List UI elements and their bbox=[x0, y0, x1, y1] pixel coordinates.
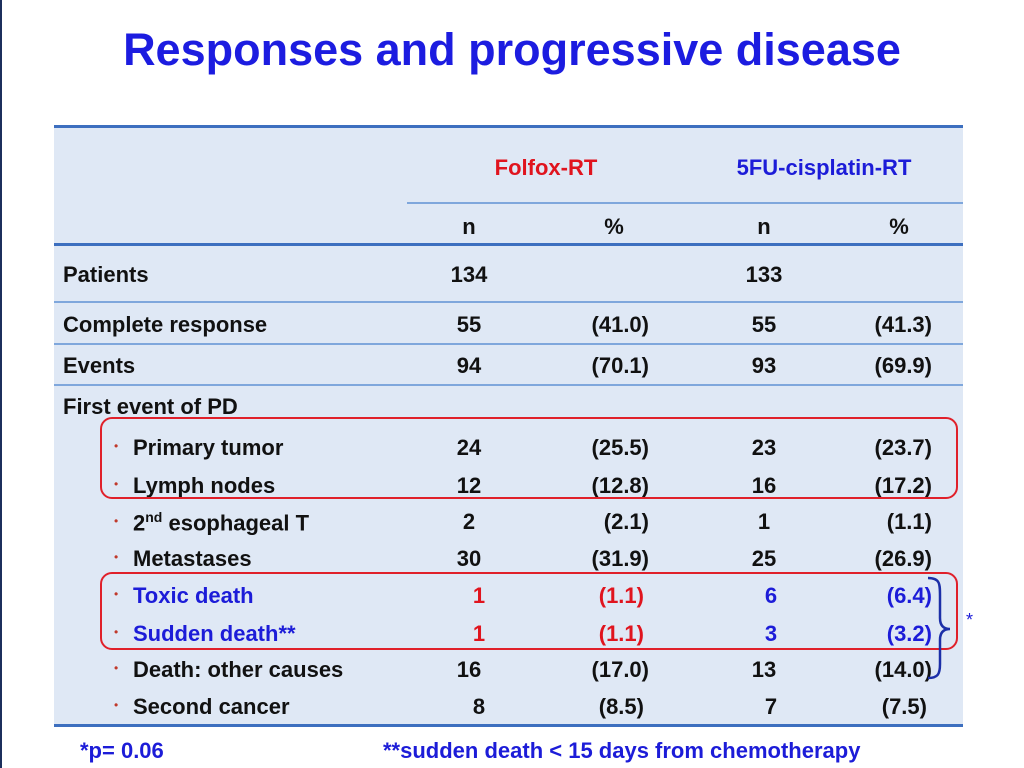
row-label-patients: Patients bbox=[63, 262, 149, 287]
cell-pct: (31.9) bbox=[591, 546, 649, 571]
footnote-sudden-death: **sudden death < 15 days from chemothera… bbox=[383, 738, 861, 763]
cell-n: 134 bbox=[450, 262, 488, 287]
cell-pct: (1.1) bbox=[598, 583, 644, 608]
cell-n: 1 bbox=[472, 583, 486, 608]
bullet-icon: • bbox=[114, 550, 119, 564]
cell-pct: (70.1) bbox=[591, 353, 649, 378]
cell-n: 55 bbox=[456, 312, 482, 337]
cell-n: 1 bbox=[472, 621, 486, 646]
row-label-toxic-death: Toxic death bbox=[133, 583, 254, 608]
highlight-box-local-progression bbox=[100, 417, 958, 499]
row-label-second-esophageal-t: 2nd esophageal T bbox=[133, 509, 310, 536]
cell-n: 16 bbox=[456, 657, 482, 682]
group-header-5fu: 5FU-cisplatin-RT bbox=[736, 155, 912, 180]
slide-left-border bbox=[0, 0, 2, 768]
header-divider bbox=[407, 202, 963, 204]
cell-n: 12 bbox=[456, 473, 482, 498]
cell-n: 7 bbox=[764, 694, 778, 719]
slide-title: Responses and progressive disease bbox=[123, 24, 901, 75]
cell-pct: (17.2) bbox=[874, 473, 932, 498]
row-label-complete-response: Complete response bbox=[63, 312, 268, 337]
cell-pct: (3.2) bbox=[886, 621, 932, 646]
subheader-pct-folfox: % bbox=[604, 214, 624, 239]
cell-pct: (2.1) bbox=[603, 509, 649, 534]
cell-n: 55 bbox=[751, 312, 777, 337]
row-divider bbox=[54, 343, 963, 345]
results-table: Folfox-RT 5FU-cisplatin-RT n % n % Patie… bbox=[54, 125, 963, 727]
group-header-folfox: Folfox-RT bbox=[494, 155, 598, 180]
row-label-death-other-causes: Death: other causes bbox=[133, 657, 344, 682]
bullet-icon: • bbox=[114, 477, 119, 491]
highlight-box-deaths bbox=[100, 572, 958, 650]
bullet-icon: • bbox=[114, 661, 119, 675]
subheader-n-5fu: n bbox=[757, 214, 771, 239]
cell-pct: (23.7) bbox=[874, 435, 932, 460]
cell-n: 24 bbox=[456, 435, 482, 460]
footnote-p-value: *p= 0.06 bbox=[80, 738, 164, 763]
cell-n: 2 bbox=[462, 509, 476, 534]
cell-pct: (69.9) bbox=[874, 353, 932, 378]
bullet-icon: • bbox=[114, 698, 119, 712]
cell-pct: (6.4) bbox=[886, 583, 932, 608]
cell-pct: (26.9) bbox=[874, 546, 932, 571]
cell-n: 25 bbox=[751, 546, 777, 571]
bullet-icon: • bbox=[114, 625, 119, 639]
cell-pct: (17.0) bbox=[591, 657, 649, 682]
row-label-events: Events bbox=[63, 353, 136, 378]
subheader-n-folfox: n bbox=[462, 214, 476, 239]
cell-pct: (8.5) bbox=[598, 694, 644, 719]
cell-n: 16 bbox=[751, 473, 777, 498]
cell-n: 94 bbox=[456, 353, 482, 378]
row-label-lymph-nodes: Lymph nodes bbox=[133, 473, 276, 498]
header-bottom-rule bbox=[54, 243, 963, 246]
row-label-primary-tumor: Primary tumor bbox=[133, 435, 284, 460]
cell-pct: (14.0) bbox=[874, 657, 932, 682]
bracket-asterisk: * bbox=[966, 610, 974, 630]
cell-pct: (25.5) bbox=[591, 435, 649, 460]
row-label-sudden-death: Sudden death** bbox=[133, 621, 296, 646]
cell-n: 93 bbox=[751, 353, 777, 378]
cell-n: 8 bbox=[472, 694, 486, 719]
cell-n: 23 bbox=[751, 435, 777, 460]
row-divider bbox=[54, 384, 963, 386]
row-label-first-event-pd: First event of PD bbox=[63, 394, 238, 419]
row-label-second-cancer: Second cancer bbox=[133, 694, 290, 719]
cell-n: 13 bbox=[751, 657, 777, 682]
cell-pct: (12.8) bbox=[591, 473, 649, 498]
subheader-pct-5fu: % bbox=[889, 214, 909, 239]
cell-pct: (41.3) bbox=[874, 312, 932, 337]
cell-n: 30 bbox=[456, 546, 482, 571]
bullet-icon: • bbox=[114, 439, 119, 453]
cell-n: 3 bbox=[764, 621, 778, 646]
cell-n: 6 bbox=[764, 583, 778, 608]
bullet-icon: • bbox=[114, 514, 119, 528]
cell-pct: (7.5) bbox=[881, 694, 927, 719]
cell-pct: (1.1) bbox=[598, 621, 644, 646]
bullet-icon: • bbox=[114, 587, 119, 601]
cell-pct: (41.0) bbox=[591, 312, 649, 337]
row-label-metastases: Metastases bbox=[133, 546, 252, 571]
curly-bracket-icon bbox=[927, 576, 951, 680]
cell-pct: (1.1) bbox=[886, 509, 932, 534]
cell-n: 1 bbox=[757, 509, 771, 534]
cell-n: 133 bbox=[745, 262, 783, 287]
row-divider bbox=[54, 301, 963, 303]
